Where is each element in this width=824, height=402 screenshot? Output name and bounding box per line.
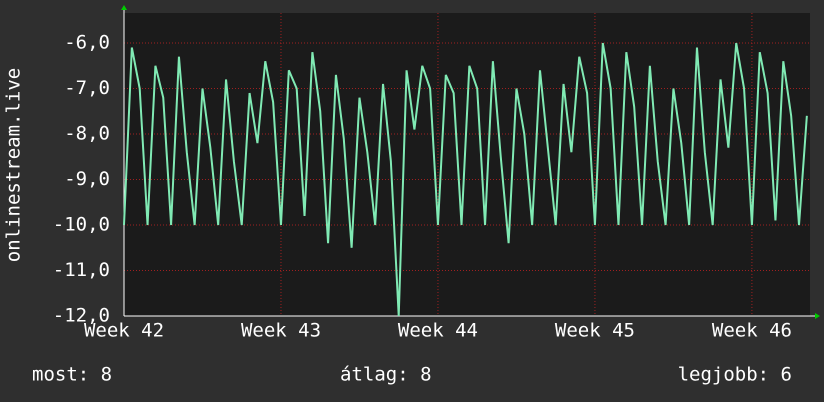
y-tick-label: -12,0 bbox=[53, 305, 110, 327]
y-tick-label: -11,0 bbox=[53, 259, 110, 281]
footer-average: átlag: 8 bbox=[340, 364, 432, 386]
x-tick-label: Week 45 bbox=[555, 320, 635, 342]
footer-current: most: 8 bbox=[32, 364, 112, 386]
x-tick-label: Week 44 bbox=[398, 320, 478, 342]
footer-best: legjobb: 6 bbox=[678, 364, 792, 386]
y-tick-label: -7,0 bbox=[64, 77, 110, 99]
axis-arrow bbox=[815, 313, 820, 319]
y-tick-label: -9,0 bbox=[64, 168, 110, 190]
x-tick-label: Week 46 bbox=[712, 320, 792, 342]
x-tick-label: Week 42 bbox=[84, 320, 164, 342]
y-tick-label: -8,0 bbox=[64, 123, 110, 145]
axis-arrow bbox=[121, 5, 127, 10]
y-axis-label: onlinestream.live bbox=[3, 68, 25, 262]
series-line bbox=[123, 42, 808, 317]
y-tick-label: -6,0 bbox=[64, 32, 110, 54]
x-tick-label: Week 43 bbox=[241, 320, 321, 342]
y-tick-label: -10,0 bbox=[53, 214, 110, 236]
